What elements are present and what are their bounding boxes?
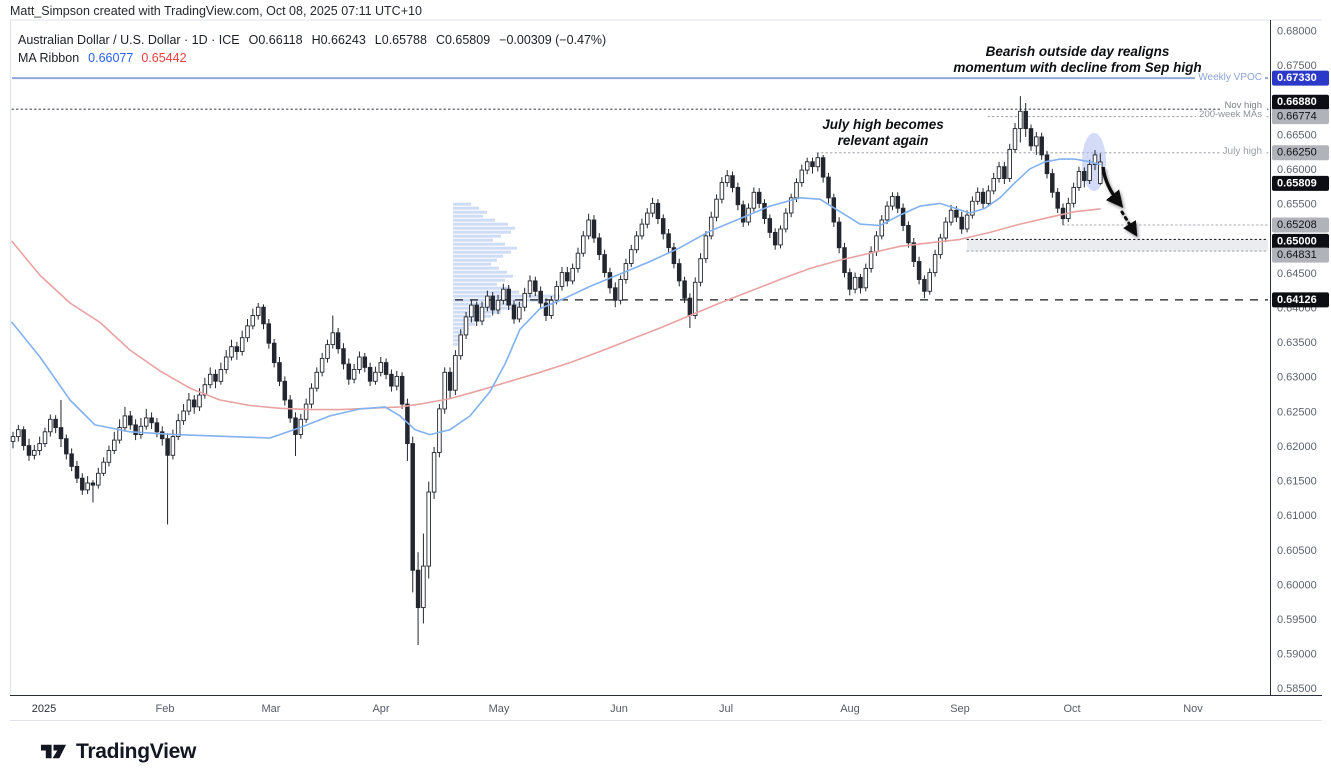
tradingview-logo-text: TradingView (76, 739, 197, 763)
svg-text:0.66774: 0.66774 (1277, 111, 1317, 123)
support-zone (967, 239, 1268, 252)
svg-text:0.63500: 0.63500 (1277, 337, 1317, 349)
svg-text:0.66250: 0.66250 (1277, 147, 1317, 159)
ohlc-open: O0.66118 (248, 33, 303, 47)
svg-text:Mar: Mar (262, 703, 281, 715)
svg-text:Aug: Aug (840, 703, 860, 715)
price-axis-badges: 0.67330 0.66880 0.66774 0.66250 0.65809 0.652… (1272, 70, 1329, 308)
weekly-vpoc-line-label: Weekly VPOC (1195, 73, 1265, 83)
symbol-title: Australian Dollar / U.S. Dollar · 1D · I… (18, 33, 240, 47)
svg-text:0.58500: 0.58500 (1277, 683, 1317, 695)
svg-text:0.60000: 0.60000 (1277, 579, 1317, 591)
svg-text:0.65809: 0.65809 (1277, 177, 1317, 189)
svg-text:Jul: Jul (719, 703, 733, 715)
ohlc-change: −0.00309 (−0.47%) (499, 33, 607, 47)
ma-fast-value: 0.66077 (88, 51, 134, 65)
volume-profile (453, 202, 560, 346)
svg-text:0.66000: 0.66000 (1277, 164, 1317, 176)
ma-ribbon-slow-line (11, 208, 1101, 411)
tradingview-logo-icon (40, 744, 67, 759)
svg-text:May: May (489, 703, 510, 715)
svg-text:Oct: Oct (1063, 703, 1080, 715)
candles-layer (10, 96, 1103, 645)
attribution-text: Matt_Simpson created with TradingView.co… (10, 4, 422, 18)
symbol-legend[interactable]: Australian Dollar / U.S. Dollar · 1D · I… (18, 33, 606, 47)
svg-text:0.61500: 0.61500 (1277, 476, 1317, 488)
svg-text:0.64831: 0.64831 (1277, 249, 1317, 261)
svg-text:0.66500: 0.66500 (1277, 129, 1317, 141)
svg-text:0.63000: 0.63000 (1277, 372, 1317, 384)
svg-text:2025: 2025 (32, 703, 56, 715)
annotation-july-high: July high becomes relevant again (822, 117, 944, 148)
svg-text:0.61000: 0.61000 (1277, 510, 1317, 522)
200-week-mas-line-label: 200-week MAs (1196, 110, 1265, 120)
price-axis[interactable]: 0.680000.675000.670000.665000.660000.655… (1277, 26, 1317, 696)
july-high-line-label: July high (1219, 147, 1265, 157)
ma-slow-value: 0.65442 (141, 51, 187, 65)
bearish-arrow (1101, 166, 1138, 237)
svg-text:0.65000: 0.65000 (1277, 235, 1317, 247)
ma-ribbon-fast-line (11, 158, 1101, 439)
svg-text:Apr: Apr (372, 703, 389, 715)
svg-text:Feb: Feb (156, 703, 175, 715)
tradingview-logo[interactable]: TradingView (40, 738, 196, 765)
time-axis[interactable]: 2025 Feb Mar Apr May Jun Jul Aug Sep Oct Nov (32, 703, 1204, 715)
svg-text:0.66880: 0.66880 (1277, 96, 1317, 108)
svg-text:0.62000: 0.62000 (1277, 441, 1317, 453)
svg-text:0.67330: 0.67330 (1277, 72, 1317, 84)
svg-text:0.65500: 0.65500 (1277, 199, 1317, 211)
ohlc-low: L0.65788 (374, 33, 427, 47)
ohlc-close: C0.65809 (435, 33, 491, 47)
nov-high-line-label: Nov high (1221, 101, 1265, 111)
ma-ribbon-label: MA Ribbon (18, 51, 80, 65)
svg-text:0.60500: 0.60500 (1277, 545, 1317, 557)
svg-text:0.67500: 0.67500 (1277, 60, 1317, 72)
svg-text:Jun: Jun (610, 703, 628, 715)
svg-text:0.68000: 0.68000 (1277, 26, 1317, 38)
annotation-bearish-outside-day: Bearish outside day realigns momentum wi… (953, 44, 1202, 75)
svg-text:0.59000: 0.59000 (1277, 649, 1317, 661)
ma-ribbon-legend[interactable]: MA Ribbon 0.66077 0.65442 (18, 51, 187, 65)
svg-text:0.59500: 0.59500 (1277, 614, 1317, 626)
svg-text:0.65208: 0.65208 (1277, 219, 1317, 231)
svg-text:0.64500: 0.64500 (1277, 268, 1317, 280)
pane-frame (10, 19, 1322, 721)
key-levels (11, 77, 1269, 301)
svg-text:0.64126: 0.64126 (1277, 294, 1317, 306)
svg-text:Sep: Sep (950, 703, 970, 715)
svg-text:Nov: Nov (1183, 703, 1203, 715)
ohlc-high: H0.66243 (311, 33, 366, 47)
svg-text:0.62500: 0.62500 (1277, 406, 1317, 418)
